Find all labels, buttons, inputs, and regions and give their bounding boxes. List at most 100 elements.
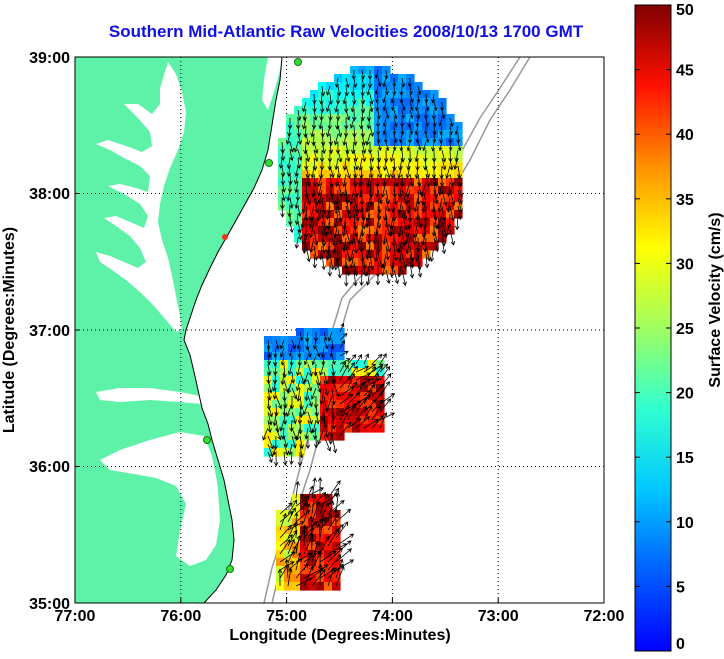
velocity-arrow xyxy=(347,361,355,373)
velocity-arrow xyxy=(317,181,323,197)
velocity-arrow xyxy=(390,101,395,112)
velocity-arrow xyxy=(407,213,412,230)
velocity-arrow xyxy=(335,565,345,587)
colorbar-tick-label: 30 xyxy=(676,256,694,273)
velocity-arrow xyxy=(385,237,391,253)
velocity-cell xyxy=(284,542,293,551)
velocity-arrow xyxy=(392,157,397,172)
velocity-arrow xyxy=(400,173,405,188)
velocity-arrow xyxy=(339,375,352,389)
velocity-arrow xyxy=(361,141,367,154)
velocity-arrow xyxy=(385,197,391,213)
velocity-arrow xyxy=(355,354,362,365)
velocity-arrow xyxy=(339,322,345,333)
velocity-arrow xyxy=(369,93,374,105)
velocity-arrow xyxy=(281,181,286,193)
velocity-arrow xyxy=(385,245,390,261)
velocity-arrow xyxy=(385,221,392,237)
velocity-arrow xyxy=(311,477,317,499)
velocity-arrow xyxy=(365,261,371,277)
velocity-arrow xyxy=(320,347,325,359)
velocity-cell xyxy=(276,510,285,519)
velocity-arrow xyxy=(303,125,308,139)
velocity-arrow xyxy=(351,109,357,122)
velocity-arrow xyxy=(285,133,291,145)
velocity-arrow xyxy=(315,379,322,394)
velocity-arrow xyxy=(312,101,317,113)
velocity-arrow xyxy=(300,493,306,515)
velocity-arrow xyxy=(350,229,355,246)
velocity-arrow xyxy=(363,405,373,421)
velocity-arrow xyxy=(441,157,447,171)
colorbar-tick-label: 35 xyxy=(676,192,694,209)
velocity-arrow xyxy=(414,101,419,112)
velocity-cell xyxy=(316,510,325,519)
velocity-cell xyxy=(368,384,377,393)
velocity-arrow xyxy=(375,101,380,112)
velocity-arrow xyxy=(382,117,387,128)
velocity-cell xyxy=(332,574,341,583)
velocity-arrow xyxy=(425,117,429,128)
velocity-arrow xyxy=(363,378,380,389)
velocity-arrow xyxy=(294,237,300,249)
velocity-arrow xyxy=(449,189,456,206)
velocity-arrow xyxy=(390,253,395,270)
velocity-arrow xyxy=(326,85,331,96)
velocity-cell xyxy=(352,424,361,433)
velocity-arrow xyxy=(374,85,379,95)
velocity-arrow xyxy=(302,117,307,130)
velocity-arrow xyxy=(312,253,317,269)
velocity-arrow xyxy=(393,109,398,120)
velocity-arrow xyxy=(289,451,294,466)
velocity-arrow xyxy=(335,521,349,539)
velocity-arrow xyxy=(398,245,403,263)
velocity-arrow xyxy=(371,383,385,397)
velocity-arrow xyxy=(353,221,359,238)
velocity-arrow xyxy=(309,237,315,253)
velocity-arrow xyxy=(439,173,445,188)
velocity-arrow xyxy=(393,173,399,188)
velocity-arrow xyxy=(345,77,350,88)
velocity-cell xyxy=(332,518,341,527)
velocity-arrow xyxy=(289,149,294,162)
velocity-arrow xyxy=(441,205,446,222)
velocity-arrow xyxy=(366,85,371,96)
velocity-arrow xyxy=(279,419,285,432)
velocity-cell xyxy=(376,392,385,401)
velocity-arrow xyxy=(328,133,334,146)
velocity-cell xyxy=(336,360,345,369)
velocity-arrow xyxy=(323,339,329,350)
velocity-arrow xyxy=(311,540,320,563)
velocity-cell xyxy=(276,518,285,527)
velocity-arrow xyxy=(267,419,272,433)
velocity-arrow xyxy=(305,173,311,188)
velocity-arrow xyxy=(425,165,431,179)
velocity-cell xyxy=(376,400,385,409)
velocity-arrow xyxy=(342,173,347,188)
velocity-arrow xyxy=(287,363,293,376)
velocity-arrow xyxy=(389,261,395,278)
velocity-arrow xyxy=(296,339,301,350)
velocity-arrow xyxy=(312,339,317,350)
lat-tick-label: 36:00 xyxy=(29,459,70,476)
velocity-arrow xyxy=(325,101,331,113)
velocity-cell xyxy=(332,510,341,519)
velocity-cell xyxy=(368,416,377,425)
velocity-arrow xyxy=(367,237,372,254)
velocity-arrow xyxy=(412,229,419,245)
velocity-arrow xyxy=(323,379,329,397)
velocity-arrow xyxy=(308,221,315,239)
velocity-arrow xyxy=(331,387,336,406)
velocity-arrow xyxy=(295,535,302,555)
velocity-arrow xyxy=(339,393,354,405)
velocity-cell xyxy=(352,384,361,393)
velocity-arrow xyxy=(438,141,443,152)
velocity-arrow xyxy=(287,205,292,218)
colorbar-ticks: 0 5 10 15 20 25 30 35 40 45 50 xyxy=(635,2,694,653)
velocity-arrow xyxy=(311,419,317,434)
velocity-arrow xyxy=(334,101,339,113)
velocity-arrow xyxy=(279,347,285,358)
velocity-arrow xyxy=(319,550,337,563)
velocity-cell xyxy=(324,518,333,527)
velocity-arrow xyxy=(307,395,313,408)
